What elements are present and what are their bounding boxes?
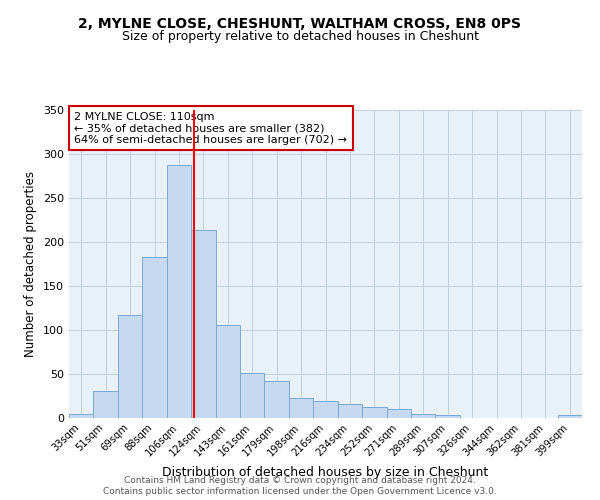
- Text: 2, MYLNE CLOSE, CHESHUNT, WALTHAM CROSS, EN8 0PS: 2, MYLNE CLOSE, CHESHUNT, WALTHAM CROSS,…: [79, 18, 521, 32]
- Bar: [69, 414, 94, 418]
- Bar: [411, 414, 436, 418]
- Text: Contains public sector information licensed under the Open Government Licence v3: Contains public sector information licen…: [103, 488, 497, 496]
- Bar: [289, 398, 313, 417]
- Text: 2 MYLNE CLOSE: 110sqm
← 35% of detached houses are smaller (382)
64% of semi-det: 2 MYLNE CLOSE: 110sqm ← 35% of detached …: [74, 112, 347, 144]
- Y-axis label: Number of detached properties: Number of detached properties: [25, 171, 37, 357]
- Bar: [215, 325, 240, 418]
- Bar: [265, 382, 289, 418]
- Bar: [436, 415, 460, 418]
- Bar: [557, 415, 582, 418]
- Text: Contains HM Land Registry data © Crown copyright and database right 2024.: Contains HM Land Registry data © Crown c…: [124, 476, 476, 485]
- Bar: [240, 372, 265, 418]
- Text: Size of property relative to detached houses in Cheshunt: Size of property relative to detached ho…: [121, 30, 479, 43]
- Bar: [191, 230, 215, 418]
- Bar: [386, 408, 411, 418]
- Bar: [313, 401, 338, 417]
- Bar: [118, 314, 142, 418]
- X-axis label: Distribution of detached houses by size in Cheshunt: Distribution of detached houses by size …: [163, 466, 488, 479]
- Bar: [338, 404, 362, 417]
- Bar: [362, 407, 386, 418]
- Bar: [167, 166, 191, 418]
- Bar: [94, 391, 118, 417]
- Bar: [142, 256, 167, 418]
